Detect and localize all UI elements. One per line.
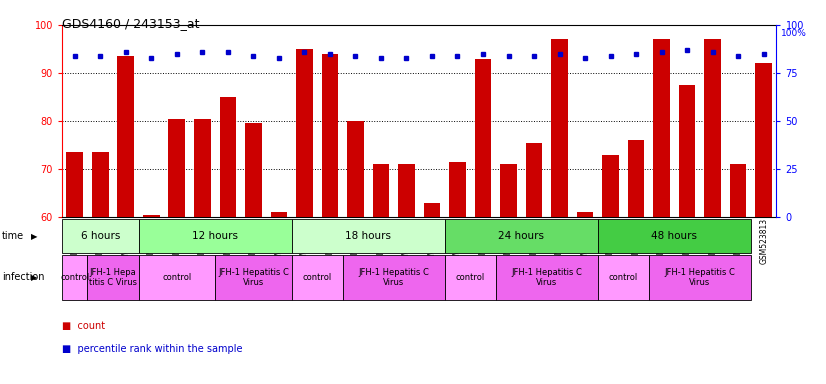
Text: ▶: ▶ <box>31 273 38 282</box>
Text: infection: infection <box>2 272 44 283</box>
Text: GDS4160 / 243153_at: GDS4160 / 243153_at <box>62 17 199 30</box>
Bar <box>628 140 644 217</box>
Bar <box>245 123 262 217</box>
Bar <box>679 85 695 217</box>
Bar <box>62 255 88 300</box>
Bar <box>705 39 721 217</box>
Bar <box>194 119 211 217</box>
Bar <box>169 119 185 217</box>
Bar <box>343 255 444 300</box>
Bar <box>88 255 139 300</box>
Bar <box>598 219 751 253</box>
Bar <box>602 154 619 217</box>
Bar <box>475 58 491 217</box>
Text: control: control <box>456 273 485 282</box>
Text: JFH-1 Hepa
titis C Virus: JFH-1 Hepa titis C Virus <box>89 268 137 287</box>
Bar <box>649 255 751 300</box>
Text: control: control <box>609 273 638 282</box>
Bar <box>444 255 496 300</box>
Bar <box>444 219 598 253</box>
Bar <box>296 49 313 217</box>
Bar <box>496 255 598 300</box>
Bar <box>424 203 440 217</box>
Text: JFH-1 Hepatitis C
Virus: JFH-1 Hepatitis C Virus <box>218 268 289 287</box>
Text: 48 hours: 48 hours <box>652 231 697 241</box>
Bar <box>292 255 343 300</box>
Bar <box>449 162 466 217</box>
Bar <box>220 97 236 217</box>
Bar <box>139 255 215 300</box>
Bar <box>139 219 292 253</box>
Text: JFH-1 Hepatitis C
Virus: JFH-1 Hepatitis C Virus <box>511 268 582 287</box>
Text: ■  percentile rank within the sample: ■ percentile rank within the sample <box>62 344 243 354</box>
Bar <box>292 219 444 253</box>
Bar <box>321 54 338 217</box>
Bar <box>62 219 139 253</box>
Bar <box>525 142 543 217</box>
Bar <box>92 152 108 217</box>
Bar <box>373 164 389 217</box>
Text: ▶: ▶ <box>31 232 38 241</box>
Text: 24 hours: 24 hours <box>498 231 544 241</box>
Bar <box>653 39 670 217</box>
Bar <box>577 212 593 217</box>
Bar <box>756 63 772 217</box>
Text: 18 hours: 18 hours <box>345 231 392 241</box>
Bar <box>143 215 159 217</box>
Text: control: control <box>162 273 192 282</box>
Bar <box>551 39 567 217</box>
Bar <box>271 212 287 217</box>
Bar <box>501 164 517 217</box>
Bar <box>215 255 292 300</box>
Text: 12 hours: 12 hours <box>192 231 238 241</box>
Bar <box>730 164 747 217</box>
Bar <box>66 152 83 217</box>
Text: control: control <box>302 273 332 282</box>
Bar <box>598 255 649 300</box>
Text: ■  count: ■ count <box>62 321 105 331</box>
Bar <box>398 164 415 217</box>
Text: control: control <box>60 273 89 282</box>
Text: 100%: 100% <box>781 29 806 38</box>
Bar <box>117 56 134 217</box>
Bar <box>347 121 363 217</box>
Text: time: time <box>2 231 24 241</box>
Text: 6 hours: 6 hours <box>81 231 120 241</box>
Text: JFH-1 Hepatitis C
Virus: JFH-1 Hepatitis C Virus <box>358 268 430 287</box>
Text: JFH-1 Hepatitis C
Virus: JFH-1 Hepatitis C Virus <box>664 268 735 287</box>
